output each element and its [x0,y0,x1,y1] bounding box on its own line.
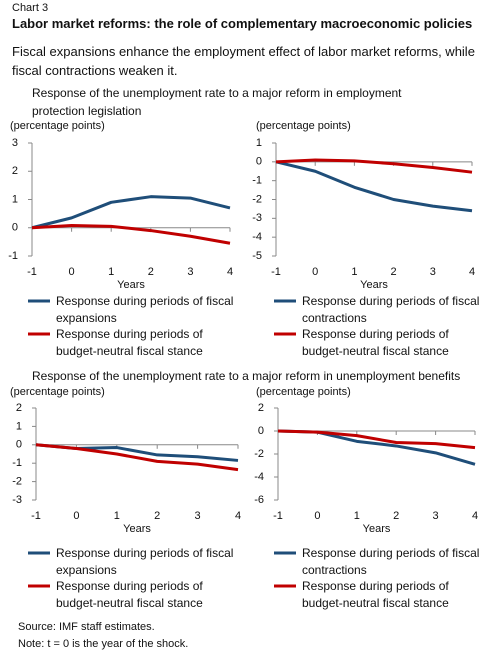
y-tick-label: -1 [252,175,262,187]
legend-label: Response during periods of fiscal contra… [302,546,480,577]
footnote: Source: IMF staff estimates. [18,621,155,633]
series-line [31,223,231,245]
y-tick-label: 1 [12,193,18,205]
legend-label: Response during periods of fiscal expans… [56,294,234,325]
legend-label: Response during periods of budget-neutra… [302,327,449,358]
x-tick-label: 0 [312,266,318,278]
y-tick-label: -2 [12,476,22,488]
title: Labor market reforms: the role of comple… [12,16,473,31]
series-line [277,429,476,450]
x-tick-label: 4 [227,266,233,278]
x-axis-label: Years [363,523,391,535]
x-tick-label: 4 [472,510,478,522]
y-tick-label: 1 [256,137,262,149]
y-tick-label: 2 [258,402,264,414]
y-tick-label: -5 [252,250,262,262]
x-tick-label: 3 [195,510,201,522]
y-tick-label: 2 [12,165,18,177]
series-line [31,195,231,230]
series-line [275,158,473,174]
x-tick-label: 2 [393,510,399,522]
y-tick-label: 1 [16,420,22,432]
series-line [275,160,473,213]
x-tick-label: -1 [273,510,283,522]
x-tick-label: 0 [314,510,320,522]
x-tick-label: 1 [351,266,357,278]
section-title: Response of the unemployment rate to a m… [32,86,402,118]
y-tick-label: -3 [252,212,262,224]
section-title: Response of the unemployment rate to a m… [32,369,461,383]
x-axis-label: Years [117,279,145,291]
y-tick-label: -6 [254,494,264,506]
y-axis-label: (percentage points) [10,386,105,398]
y-tick-label: -1 [8,250,18,262]
x-tick-label: -1 [27,266,37,278]
x-tick-label: 2 [391,266,397,278]
x-axis-label: Years [360,279,388,291]
x-tick-label: 0 [73,510,79,522]
y-tick-label: 0 [256,156,262,168]
x-tick-label: 2 [154,510,160,522]
x-axis-label: Years [123,523,151,535]
x-tick-label: -1 [31,510,41,522]
legend-label: Response during periods of budget-neutra… [302,579,449,610]
series-line [277,429,476,466]
y-tick-label: 0 [12,222,18,234]
y-axis-label: (percentage points) [256,386,351,398]
y-tick-label: -4 [252,231,262,243]
subtitle: Fiscal expansions enhance the employment… [12,44,475,78]
y-tick-label: 3 [12,137,18,149]
x-tick-label: 3 [433,510,439,522]
x-tick-label: 4 [469,266,475,278]
footnote: Note: t = 0 is the year of the shock. [18,638,189,650]
y-tick-label: 0 [258,425,264,437]
y-axis-label: (percentage points) [256,120,351,132]
legend-label: Response during periods of fiscal expans… [56,546,234,577]
x-tick-label: 3 [187,266,193,278]
y-axis-label: (percentage points) [10,120,105,132]
y-tick-label: -1 [12,457,22,469]
legend-label: Response during periods of fiscal contra… [302,294,480,325]
legend-label: Response during periods of budget-neutra… [56,579,203,610]
x-tick-label: 2 [148,266,154,278]
x-tick-label: 0 [69,266,75,278]
legend-label: Response during periods of budget-neutra… [56,327,203,358]
y-tick-label: -2 [254,448,264,460]
x-tick-label: 3 [430,266,436,278]
y-tick-label: -3 [12,494,22,506]
x-tick-label: -1 [271,266,281,278]
x-tick-label: 1 [354,510,360,522]
y-tick-label: -4 [254,471,264,483]
x-tick-label: 1 [108,266,114,278]
x-tick-label: 1 [114,510,120,522]
chart-label: Chart 3 [12,2,49,14]
x-tick-label: 4 [235,510,241,522]
y-tick-label: 2 [16,402,22,414]
series-line [35,443,239,472]
y-tick-label: -2 [252,193,262,205]
y-tick-label: 0 [16,439,22,451]
